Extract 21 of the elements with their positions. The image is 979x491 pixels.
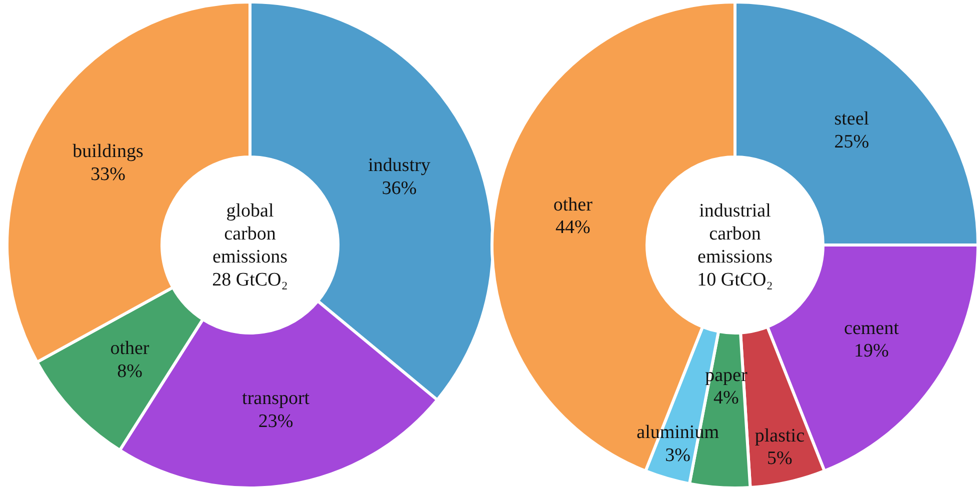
data-label: 8% [117, 360, 143, 382]
slice-label: aluminium [636, 422, 720, 444]
text: global carbon emissions 28 GtCO₂ [212, 200, 288, 290]
slice-label: buildings [72, 141, 144, 162]
data-label: 44% [556, 217, 591, 238]
data-label: 33% [90, 164, 126, 186]
slice-label: plastic [754, 425, 805, 446]
data-label: 3% [665, 444, 691, 466]
text: industrial carbon emissions 10 GtCO₂ [697, 200, 773, 290]
slice-label: cement [844, 318, 900, 339]
slice-label: other [553, 194, 594, 216]
slice-label: other [110, 338, 150, 360]
slice-label: industry [368, 154, 431, 176]
data-label: 25% [834, 131, 870, 152]
data-label: 4% [714, 388, 740, 409]
data-label: 23% [258, 410, 294, 432]
slice-label: transport [242, 388, 310, 410]
slice-label: steel [834, 108, 870, 130]
data-label: 5% [767, 448, 793, 470]
data-label: 36% [382, 178, 417, 199]
data-label: 19% [854, 340, 890, 362]
